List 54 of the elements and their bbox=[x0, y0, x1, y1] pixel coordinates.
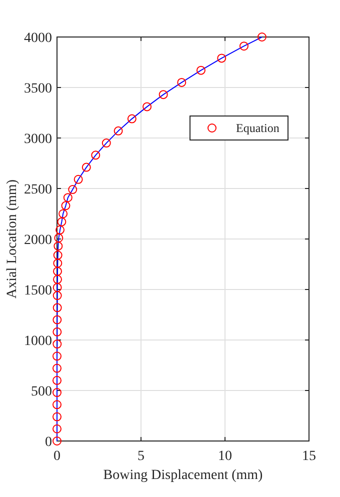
point bbox=[127, 114, 136, 124]
point bbox=[52, 291, 62, 300]
point bbox=[58, 209, 68, 218]
point bbox=[52, 436, 62, 446]
point bbox=[68, 185, 78, 194]
point bbox=[56, 225, 65, 234]
y-tick-label: 4000 bbox=[24, 31, 52, 46]
point bbox=[52, 315, 62, 324]
point bbox=[217, 54, 226, 63]
point bbox=[142, 102, 152, 112]
y-tick-label: 3500 bbox=[24, 82, 52, 96]
point bbox=[57, 217, 66, 226]
x-axis-title: Bowing Displacement (mm) bbox=[103, 468, 264, 483]
point bbox=[257, 32, 266, 42]
point bbox=[52, 282, 62, 292]
y-tick-label: 2500 bbox=[24, 182, 52, 198]
point bbox=[52, 352, 62, 361]
point bbox=[53, 258, 62, 268]
point bbox=[239, 42, 248, 51]
y-tick-label: 500 bbox=[31, 384, 52, 400]
point bbox=[74, 174, 83, 184]
point bbox=[52, 400, 62, 410]
y-tick-label: 3000 bbox=[24, 132, 52, 147]
point bbox=[52, 303, 62, 312]
y-tick-label: 1500 bbox=[24, 284, 52, 298]
point bbox=[54, 233, 64, 242]
point bbox=[52, 327, 62, 336]
legend-label: Equation bbox=[236, 121, 280, 135]
point bbox=[53, 274, 62, 284]
x-tick-label: 15 bbox=[302, 449, 316, 464]
point bbox=[177, 78, 186, 87]
point bbox=[52, 424, 62, 434]
point bbox=[61, 201, 70, 210]
point bbox=[82, 162, 91, 172]
point bbox=[52, 364, 62, 373]
x-tick-label: 10 bbox=[218, 449, 232, 464]
point bbox=[91, 150, 100, 160]
point bbox=[196, 66, 206, 75]
y-tick-label: 2000 bbox=[24, 233, 52, 248]
y-axis-title: Axial Location (mm) bbox=[5, 179, 20, 298]
point bbox=[63, 193, 72, 202]
point bbox=[114, 126, 123, 136]
point bbox=[102, 138, 111, 148]
point bbox=[53, 250, 62, 260]
point bbox=[52, 412, 62, 422]
point bbox=[158, 90, 168, 100]
point bbox=[52, 388, 62, 398]
y-tick-label: 0 bbox=[45, 435, 52, 450]
point bbox=[54, 242, 63, 251]
point bbox=[52, 340, 62, 349]
point bbox=[52, 376, 62, 385]
point bbox=[53, 266, 62, 276]
y-tick-label: 1000 bbox=[24, 334, 52, 349]
x-tick-label: 5 bbox=[138, 449, 144, 464]
